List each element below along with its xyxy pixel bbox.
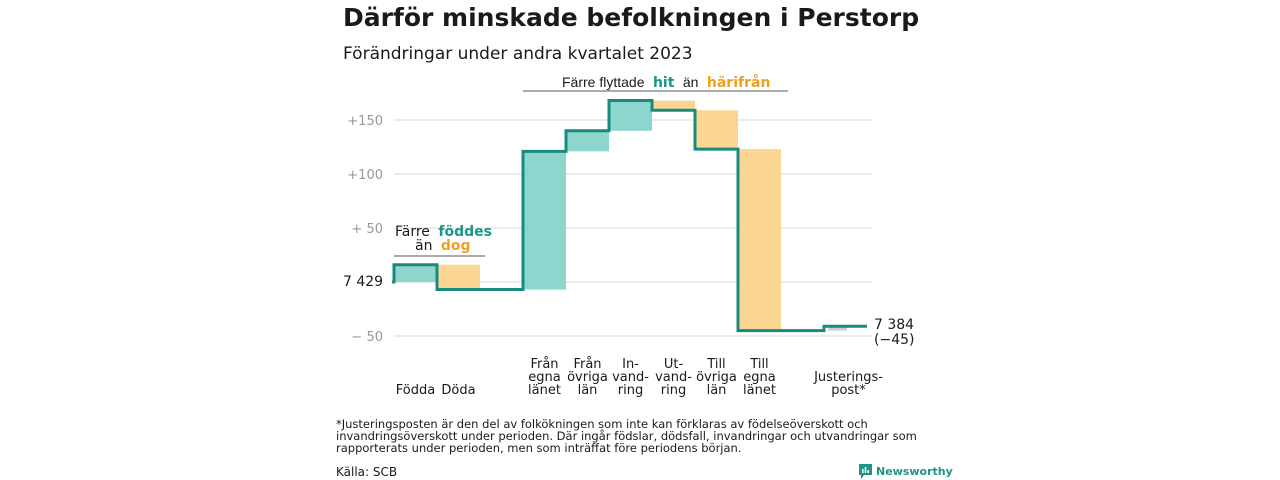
bar (652, 100, 695, 111)
end-value-label: 7 384 (874, 317, 914, 333)
x-tick-label: Från (573, 357, 601, 372)
births-annotation-line2: än dog (415, 238, 471, 254)
x-tick-label: Justerings- (813, 370, 883, 385)
chart-title: Därför minskade befolkningen i Perstorp (343, 3, 920, 32)
x-tick-label: Från (530, 357, 558, 372)
migration-annotation: Färre flyttade hit än härifrån (562, 74, 770, 91)
x-tick-label: Till (706, 357, 725, 372)
brand: Newsworthy (859, 464, 953, 479)
footnote: *Justeringsposten är den del av folkökni… (336, 417, 917, 455)
bar (523, 151, 566, 290)
x-tick-label: övriga (696, 370, 737, 385)
x-tick-label: vand- (612, 370, 649, 385)
births-annotation-than: än (415, 238, 432, 254)
x-tick-label: länet (528, 383, 561, 398)
x-tick-label: länet (743, 383, 776, 398)
x-tick-label: Till (749, 357, 768, 372)
start-value-label: 7 429 (343, 274, 383, 290)
bar (394, 264, 437, 282)
bar (828, 326, 847, 331)
x-tick-label: Döda (441, 383, 475, 398)
x-tick-label: län (578, 383, 598, 398)
y-axis-ticks: +150 +100 + 50 − 50 (347, 114, 383, 345)
end-change-label: (−45) (874, 332, 914, 348)
x-tick-label: post* (831, 383, 866, 398)
y-tick-label: +100 (347, 168, 383, 183)
x-tick-label: egna (528, 370, 560, 385)
x-tick-label: Ut- (664, 357, 684, 372)
brand-name: Newsworthy (876, 465, 953, 478)
bars (394, 100, 847, 331)
bar (437, 264, 480, 290)
newsworthy-logo-icon (859, 464, 872, 479)
bar (695, 110, 738, 150)
migration-annotation-from: härifrån (707, 74, 771, 91)
births-annotation-line1: Färre föddes (395, 224, 492, 240)
y-tick-label: + 50 (351, 222, 383, 237)
migration-annotation-text: Färre flyttade (562, 74, 645, 90)
bar (566, 130, 609, 152)
births-annotation-text: Färre (395, 224, 430, 240)
x-tick-label: Födda (396, 383, 435, 398)
x-tick-label: vand- (655, 370, 692, 385)
x-tick-label: ring (618, 383, 643, 398)
y-tick-label: − 50 (351, 330, 383, 345)
x-tick-label: In- (622, 357, 639, 372)
chart-subtitle: Förändringar under andra kvartalet 2023 (343, 44, 693, 64)
x-tick-label: egna (743, 370, 775, 385)
source: Källa: SCB (336, 465, 398, 479)
migration-annotation-hit: hit (653, 75, 675, 91)
migration-annotation-than: än (683, 74, 699, 90)
level-step-line (392, 99, 867, 333)
bar (609, 100, 652, 131)
step-line (392, 99, 867, 333)
births-annotation-hit: föddes (438, 224, 492, 240)
y-tick-label: +150 (347, 114, 383, 129)
bar (738, 149, 781, 331)
x-axis-labels: Födda DödaFrånegnalänetFrånövrigalänIn-va… (396, 357, 883, 398)
x-tick-label: län (707, 383, 727, 398)
waterfall-chart: +150+100+ 50− 50 Födda DödaFrånegnalänetF… (343, 74, 914, 398)
x-tick-label: övriga (567, 370, 608, 385)
x-tick-label: ring (661, 383, 686, 398)
births-annotation-from: dog (441, 238, 471, 254)
